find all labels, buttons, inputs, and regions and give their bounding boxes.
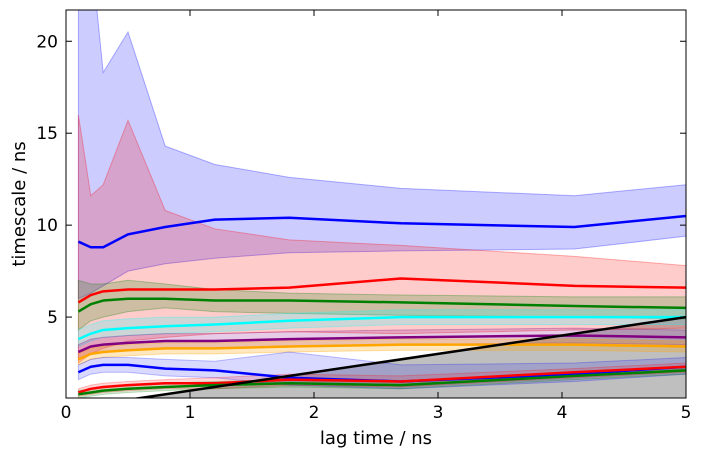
x-tick-label: 5	[681, 403, 692, 423]
series-4-line	[77, 315, 686, 341]
x-axis-label: lag time / ns	[320, 428, 432, 449]
y-tick-label: 10	[36, 216, 58, 236]
x-tick-label: 1	[185, 403, 196, 423]
series-1-line	[77, 214, 686, 249]
y-tick-label: 20	[36, 32, 58, 52]
series-3-line	[77, 297, 686, 313]
series-4-band	[77, 309, 686, 348]
x-tick-label: 0	[61, 403, 72, 423]
series-5-line	[77, 334, 686, 354]
axis-ticks: 0 1 2 3 4 5 5 10 15 20	[36, 10, 691, 423]
series-9-line	[78, 369, 686, 396]
series-7-band	[77, 351, 686, 390]
y-tick-label: 15	[36, 124, 58, 144]
plot-frame	[65, 9, 687, 399]
series-3-band	[77, 279, 686, 331]
series-2-line	[77, 277, 686, 304]
y-tick-label: 5	[47, 308, 58, 328]
series-6-line	[77, 343, 686, 361]
x-tick-label: 2	[309, 403, 320, 423]
y-axis-label: timescale / ns	[9, 141, 30, 266]
reference-diagonal-line	[131, 315, 686, 398]
x-tick-label: 3	[433, 403, 444, 423]
x-tick-label: 4	[557, 403, 568, 423]
series-8-line	[78, 365, 686, 394]
series-lines	[77, 214, 686, 398]
